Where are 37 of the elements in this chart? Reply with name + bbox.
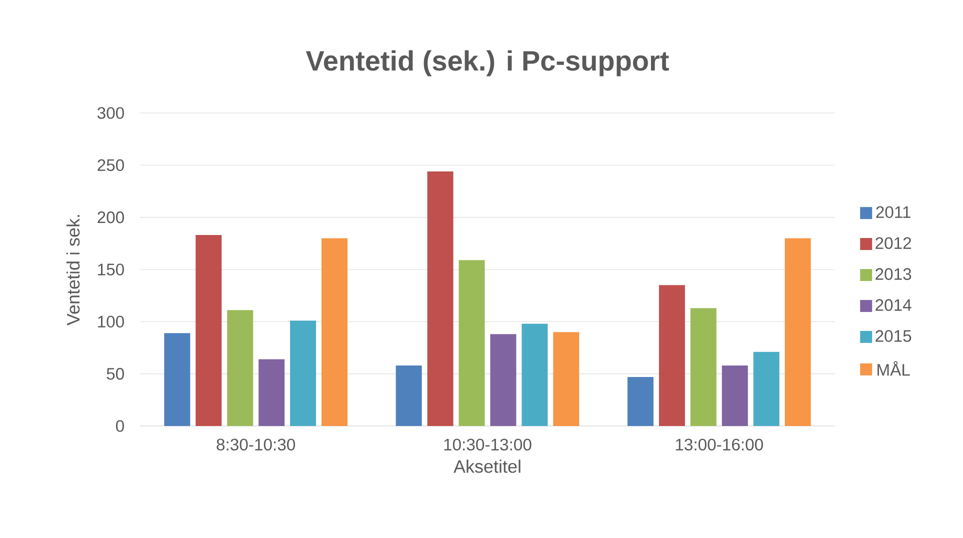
bar: [722, 365, 748, 426]
y-axis-title: Ventetid i sek.: [66, 215, 80, 326]
x-tick-label: 13:00-16:00: [676, 438, 763, 450]
bar: [196, 235, 222, 426]
x-axis-title: Aksetitel: [454, 460, 520, 473]
legend-label: MÅL: [878, 361, 910, 376]
y-tick-label: 100: [98, 316, 124, 328]
bar: [553, 332, 580, 426]
legend-label: 2015: [876, 330, 912, 342]
y-tick-label: 200: [98, 211, 124, 224]
x-tick-label: 10:30-13:00: [444, 438, 532, 450]
bar: [322, 238, 348, 426]
legend-label: 2014: [876, 299, 912, 311]
bar: [227, 310, 254, 426]
bar: [522, 324, 548, 426]
bar: [290, 320, 316, 426]
bar: [396, 365, 422, 426]
y-tick-label: 50: [106, 368, 124, 380]
bar: [258, 359, 285, 426]
bar: [784, 238, 811, 426]
legend-label: 2012: [876, 237, 912, 250]
y-tick-label: 150: [98, 264, 124, 276]
bar: [427, 171, 454, 426]
bar: [458, 260, 485, 426]
bar: [490, 334, 516, 426]
bar: [164, 333, 190, 426]
x-tick-label: 8:30-10:30: [216, 438, 296, 450]
y-tick-label: 300: [97, 107, 124, 119]
bar: [753, 352, 780, 426]
y-tick-label: 0: [116, 420, 124, 432]
bar: [628, 376, 654, 426]
legend-label: 2011: [876, 206, 910, 218]
legend-label: 2013: [876, 268, 912, 280]
bar: [690, 308, 716, 426]
y-tick-label: 250: [98, 159, 124, 172]
bar: [658, 285, 685, 426]
chart-title: Ventetid (sek.) i Pc-support: [306, 50, 669, 76]
